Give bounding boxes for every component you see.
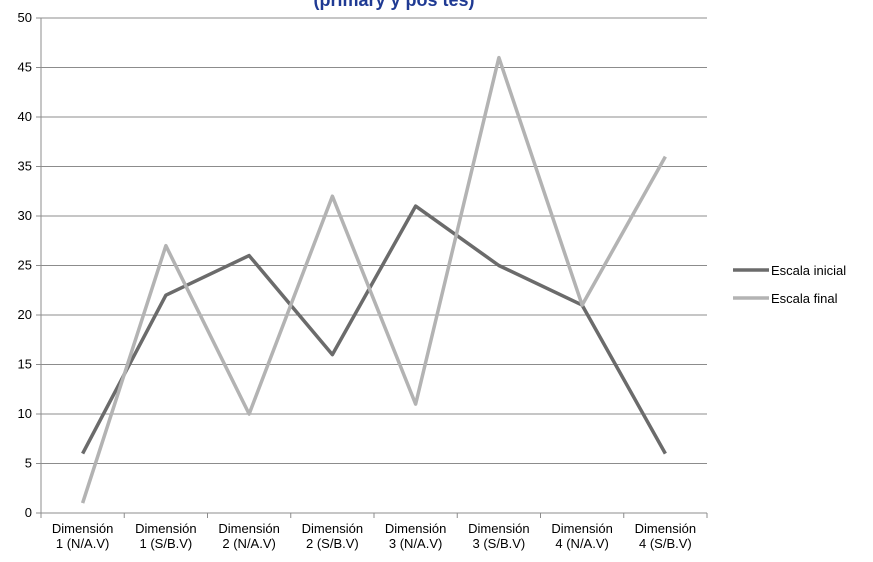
y-tick-label: 30 <box>18 208 32 223</box>
series-lines <box>80 55 667 504</box>
legend-label: Escala final <box>771 291 838 306</box>
gridlines <box>36 17 707 514</box>
x-tick-label: Dimensión 4 (N/A.V) <box>551 521 612 551</box>
x-tick-label: Dimensión 1 (N/A.V) <box>52 521 113 551</box>
legend: Escala inicial Escala final <box>733 263 846 306</box>
x-tick-label: Dimensión 3 (S/B.V) <box>468 521 529 551</box>
chart-title: (primary y pos tes) <box>313 0 474 10</box>
legend-label: Escala inicial <box>771 263 846 278</box>
series-line-1 <box>81 204 667 455</box>
y-tick-label: 50 <box>18 10 32 25</box>
y-tick-label: 5 <box>25 456 32 471</box>
x-tick-labels: Dimensión 1 (N/A.V) Dimensión 1 (S/B.V) Dime… <box>52 521 696 551</box>
y-tick-label: 35 <box>18 159 32 174</box>
y-tick-label: 25 <box>18 258 32 273</box>
x-tick-label: Dimensión 2 (S/B.V) <box>302 521 363 551</box>
y-tick-label: 45 <box>18 60 32 75</box>
y-tick-labels: 0 5 10 15 20 25 30 35 40 45 50 <box>18 10 32 520</box>
series-line-2 <box>80 55 667 504</box>
y-tick-label: 40 <box>18 109 32 124</box>
y-tick-label: 20 <box>18 307 32 322</box>
x-tick-label: Dimensión 3 (N/A.V) <box>385 521 446 551</box>
axes <box>40 18 708 518</box>
y-tick-label: 10 <box>18 406 32 421</box>
y-tick-label: 0 <box>25 505 32 520</box>
y-tick-label: 15 <box>18 357 32 372</box>
x-tick-label: Dimensión 4 (S/B.V) <box>635 521 696 551</box>
x-tick-label: Dimensión 1 (S/B.V) <box>135 521 196 551</box>
x-tick-label: Dimensión 2 (N/A.V) <box>218 521 279 551</box>
